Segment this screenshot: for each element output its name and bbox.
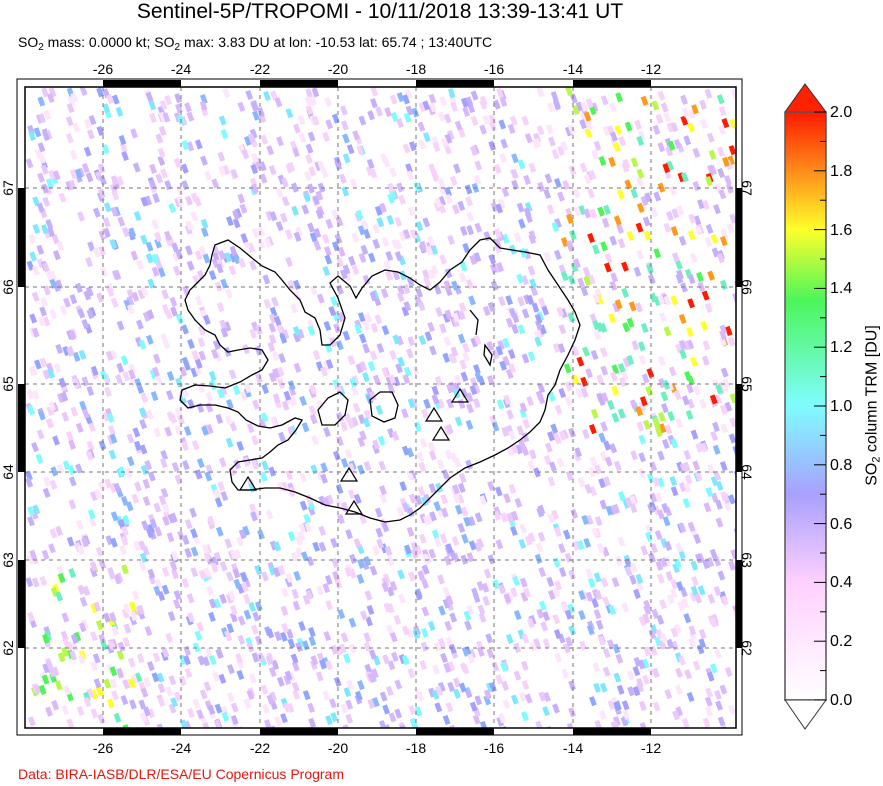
- lon-label: -12: [640, 740, 662, 756]
- lon-label: -16: [483, 61, 505, 77]
- iceland-coastline: [179, 237, 581, 523]
- lat-label: 62: [739, 640, 755, 656]
- plot-subtitle: SO2 mass: 0.0000 kt; SO2 max: 3.83 DU at…: [18, 34, 493, 53]
- lat-label: 65: [0, 376, 16, 392]
- lat-label: 67: [739, 180, 755, 196]
- volcano-markers: [238, 387, 470, 515]
- lat-label: 64: [739, 464, 755, 480]
- lon-label: -26: [92, 61, 114, 77]
- lat-label: 66: [0, 279, 16, 295]
- lat-label: 67: [0, 180, 16, 196]
- lon-label: -14: [562, 740, 584, 756]
- colorbar-tick: 0.8: [830, 457, 853, 474]
- colorbar-tick: 1.8: [830, 163, 853, 180]
- volcano-icon: [339, 466, 359, 482]
- lat-label: 62: [0, 640, 16, 656]
- volcano-icon: [450, 387, 470, 403]
- lat-label: 65: [739, 376, 755, 392]
- lon-label: -26: [92, 740, 114, 756]
- lon-label: -20: [327, 61, 349, 77]
- lat-label: 66: [739, 279, 755, 295]
- colorbar-under-triangle: [784, 699, 827, 730]
- lon-label: -18: [405, 740, 427, 756]
- colorbar-label: SO2 column TRM [DU]: [863, 325, 883, 486]
- volcano-icon: [344, 499, 364, 515]
- lat-label: 64: [0, 464, 16, 480]
- plot-title: Sentinel-5P/TROPOMI - 10/11/2018 13:39-1…: [136, 0, 624, 23]
- lat-label: 63: [739, 552, 755, 568]
- colorbar-tick: 1.6: [830, 222, 853, 239]
- colorbar-tick: 0.2: [830, 633, 853, 650]
- graticule: [25, 87, 735, 727]
- lat-label: 63: [0, 552, 16, 568]
- lon-label: -24: [170, 61, 192, 77]
- lon-label: -22: [249, 740, 271, 756]
- lon-label: -20: [327, 740, 349, 756]
- lon-border-bands: [103, 80, 651, 735]
- so2-pixel-layer: [25, 87, 736, 728]
- data-credit: Data: BIRA-IASB/DLR/ESA/EU Copernicus Pr…: [18, 766, 345, 782]
- colorbar: [784, 83, 827, 730]
- colorbar-tick: 2.0: [830, 104, 853, 121]
- volcano-icon: [431, 425, 451, 441]
- colorbar-over-triangle: [784, 83, 827, 113]
- colorbar-tick: 1.4: [830, 280, 853, 297]
- lon-label: -16: [483, 740, 505, 756]
- volcano-icon: [238, 475, 258, 491]
- colorbar-tick: 0.4: [830, 574, 853, 591]
- lon-label: -22: [249, 61, 271, 77]
- lon-label: -18: [405, 61, 427, 77]
- volcano-icon: [424, 406, 444, 422]
- lon-label: -12: [640, 61, 662, 77]
- lat-border-bands: [18, 188, 742, 648]
- colorbar-tick: 0.0: [830, 692, 853, 709]
- lon-label: -14: [562, 61, 584, 77]
- colorbar-tick: 1.2: [830, 339, 853, 356]
- colorbar-tick: 1.0: [830, 398, 853, 415]
- lon-label: -24: [170, 740, 192, 756]
- colorbar-tick: 0.6: [830, 516, 853, 533]
